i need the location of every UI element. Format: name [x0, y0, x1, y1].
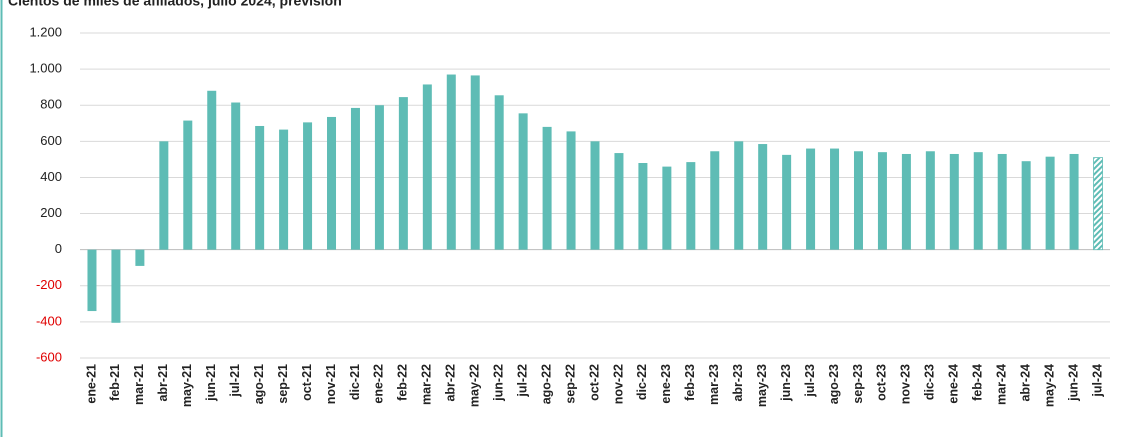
bar: [614, 153, 624, 250]
bar: [973, 152, 983, 250]
y-tick-label: -600: [36, 349, 62, 364]
bar: [350, 107, 360, 250]
bar: [877, 152, 887, 250]
x-tick-label: dic-23: [923, 364, 937, 400]
bar: [806, 148, 816, 250]
x-tick-label: may-22: [468, 364, 482, 407]
y-tick-label: 1.200: [29, 24, 62, 39]
bar: [111, 249, 121, 323]
bar: [374, 105, 384, 250]
x-tick-label: feb-23: [683, 364, 697, 401]
x-tick-label: jun-24: [1066, 364, 1080, 402]
x-tick-label: ene-24: [947, 364, 961, 404]
x-tick-label: nov-22: [611, 364, 625, 404]
bar: [710, 151, 720, 250]
x-tick-label: oct-21: [300, 364, 314, 401]
bar: [159, 141, 169, 250]
bar: [422, 84, 432, 250]
bar: [1045, 156, 1055, 250]
x-tick-label: may-24: [1042, 364, 1056, 407]
bar: [949, 153, 959, 250]
bar: [782, 154, 792, 250]
y-tick-label: 200: [40, 205, 62, 220]
x-tick-label: sep-21: [276, 364, 290, 404]
bar: [255, 125, 265, 250]
bar: [1093, 157, 1103, 251]
x-tick-label: abr-22: [444, 364, 458, 402]
x-tick-label: jun-22: [491, 364, 505, 402]
x-tick-label: mar-23: [707, 364, 721, 405]
bar: [494, 95, 504, 250]
y-tick-label: 600: [40, 133, 62, 148]
x-tick-label: sep-23: [851, 364, 865, 404]
bar: [518, 113, 528, 250]
y-tick-label: -400: [36, 313, 62, 328]
x-tick-label: ago-21: [252, 364, 266, 404]
bar: [734, 141, 744, 250]
x-tick-label: feb-21: [108, 364, 122, 401]
y-tick-label: 0: [55, 241, 62, 256]
bar: [901, 153, 911, 250]
bar: [398, 97, 408, 250]
bar: [1021, 161, 1031, 250]
bar: [470, 75, 480, 250]
bar: [590, 141, 600, 250]
x-tick-label: jul-23: [803, 364, 817, 398]
bar: [87, 249, 97, 312]
x-tick-label: ago-22: [539, 364, 553, 404]
y-tick-label: -200: [36, 277, 62, 292]
x-tick-label: oct-23: [875, 364, 889, 401]
x-tick-label: mar-21: [132, 364, 146, 405]
x-tick-label: jul-22: [515, 364, 529, 398]
bar: [686, 162, 696, 250]
x-tick-label: may-21: [180, 364, 194, 407]
x-tick-label: feb-24: [971, 364, 985, 401]
bar: [231, 102, 241, 250]
chart-title: Cientos de miles de afiliados, julio 202…: [8, 0, 342, 9]
bar: [303, 122, 313, 250]
y-tick-label: 1.000: [29, 61, 62, 76]
x-tick-label: jul-24: [1090, 364, 1104, 398]
bar: [638, 163, 648, 250]
bar: [207, 90, 217, 250]
x-tick-label: sep-22: [563, 364, 577, 404]
x-tick-label: jul-21: [228, 364, 242, 398]
bar: [327, 116, 337, 250]
bar: [853, 151, 863, 250]
bar: [135, 249, 145, 266]
y-tick-label: 800: [40, 97, 62, 112]
bar: [997, 153, 1007, 250]
bar: [662, 166, 672, 250]
x-tick-label: ago-23: [827, 364, 841, 404]
x-tick-label: mar-24: [995, 364, 1009, 405]
x-tick-label: abr-24: [1018, 364, 1032, 402]
x-tick-label: nov-23: [899, 364, 913, 404]
bar: [446, 74, 456, 250]
x-tick-label: ene-21: [84, 364, 98, 404]
x-tick-label: may-23: [755, 364, 769, 407]
bar: [566, 131, 576, 250]
x-tick-label: ene-23: [659, 364, 673, 404]
x-tick-label: dic-21: [348, 364, 362, 400]
x-tick-label: jun-21: [204, 364, 218, 402]
bar: [279, 129, 289, 250]
y-tick-label: 400: [40, 169, 62, 184]
bar: [183, 120, 193, 250]
bar: [1069, 153, 1079, 250]
x-tick-label: nov-21: [324, 364, 338, 404]
x-tick-label: feb-22: [396, 364, 410, 401]
x-tick-label: ene-22: [372, 364, 386, 404]
x-tick-label: abr-23: [731, 364, 745, 402]
x-tick-label: mar-22: [420, 364, 434, 405]
bar: [925, 151, 935, 250]
x-tick-label: oct-22: [587, 364, 601, 401]
x-tick-label: dic-22: [635, 364, 649, 400]
bar: [830, 148, 840, 250]
bar: [758, 144, 768, 250]
x-tick-label: jun-23: [779, 364, 793, 402]
bar: [542, 126, 552, 250]
x-tick-label: abr-21: [156, 364, 170, 402]
